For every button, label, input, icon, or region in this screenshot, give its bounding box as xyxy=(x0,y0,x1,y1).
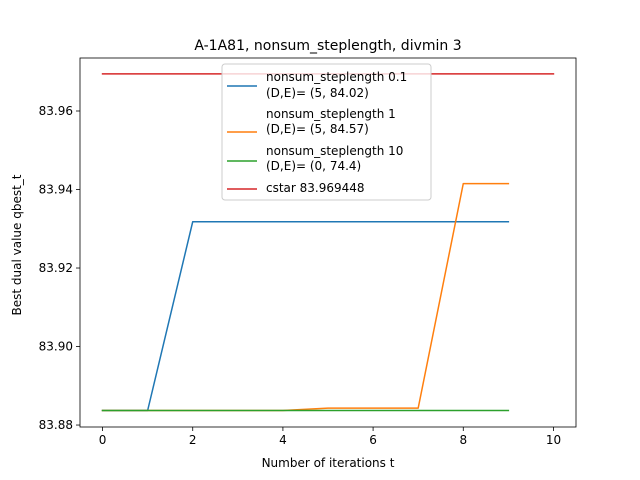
y-tick-label: 83.94 xyxy=(39,183,73,197)
y-axis-title: Best dual value qbest_t xyxy=(10,174,24,315)
x-tick-label: 2 xyxy=(189,433,197,447)
legend-sublabel-1: (D,E)= (5, 84.02) xyxy=(266,86,369,100)
axis-layer: 0 2 4 6 8 10 83.88 83.90 83.92 83.94 83.96 xyxy=(39,57,577,447)
legend-label-3: nonsum_steplength 10 xyxy=(266,144,403,158)
legend-label-2: nonsum_steplength 1 xyxy=(266,107,396,121)
legend-items: nonsum_steplength 0.1 (D,E)= (5, 84.02) no… xyxy=(227,70,407,195)
y-tick-label: 83.96 xyxy=(39,104,73,118)
legend-sublabel-3: (D,E)= (0, 74.4) xyxy=(266,159,361,173)
x-tick-label: 10 xyxy=(546,433,561,447)
x-tick-label: 8 xyxy=(459,433,467,447)
chart-title: A-1A81, nonsum_steplength, divmin 3 xyxy=(194,38,461,54)
y-tick-label: 83.90 xyxy=(39,340,73,354)
x-tick-label: 0 xyxy=(99,433,107,447)
series-line-1 xyxy=(101,220,510,412)
y-tick-label: 83.88 xyxy=(39,418,73,432)
legend-box xyxy=(221,63,432,201)
legend-label-1: nonsum_steplength 0.1 xyxy=(266,70,407,84)
x-tick-label: 4 xyxy=(279,433,287,447)
legend: nonsum_steplength 0.1 (D,E)= (5, 84.02) no… xyxy=(221,63,432,201)
legend-sublabel-2: (D,E)= (5, 84.57) xyxy=(266,122,369,136)
x-tick-label: 6 xyxy=(369,433,377,447)
y-tick-label: 83.92 xyxy=(39,261,73,275)
plot-frame xyxy=(79,57,577,428)
legend-label-4: cstar 83.969448 xyxy=(266,181,365,195)
x-axis-title: Number of iterations t xyxy=(262,456,395,470)
